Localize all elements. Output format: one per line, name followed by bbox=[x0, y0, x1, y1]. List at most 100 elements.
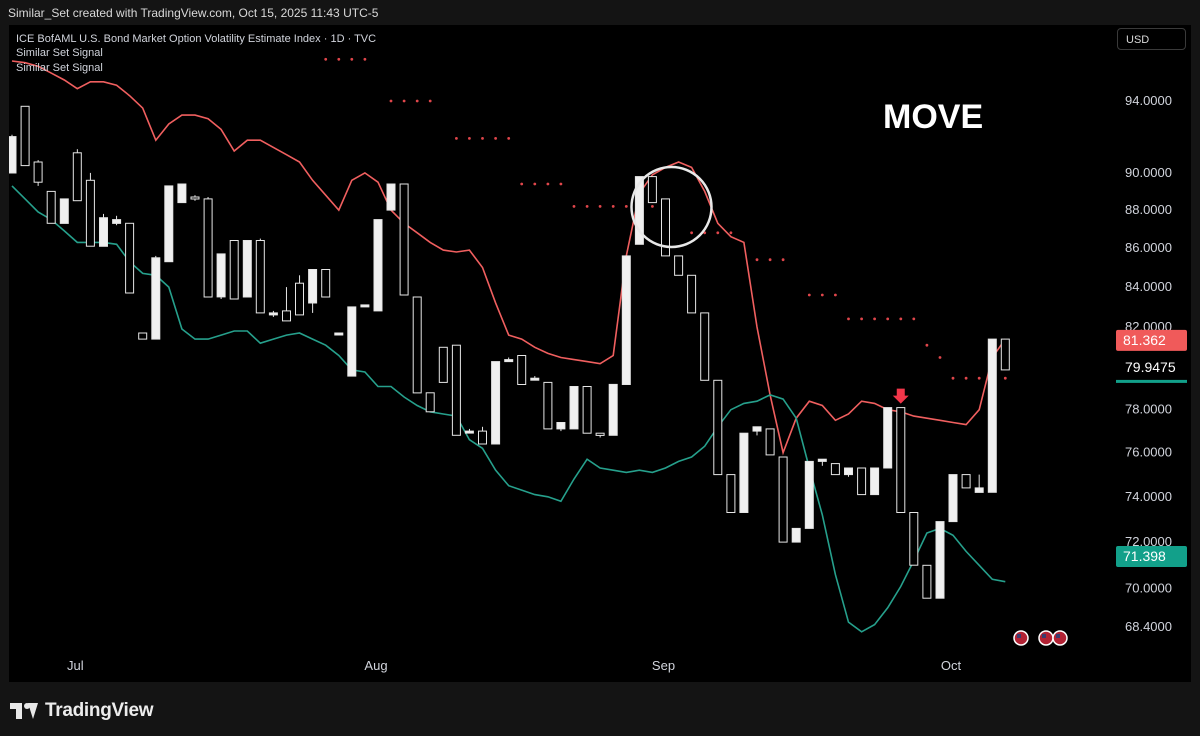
candle-down bbox=[451, 344, 461, 436]
signal-dot bbox=[729, 231, 733, 235]
candle-up bbox=[504, 359, 514, 363]
candle-down bbox=[438, 346, 448, 383]
price-axis-tick: 78.0000 bbox=[1125, 402, 1172, 417]
candle-down bbox=[1000, 338, 1010, 371]
price-axis-tick: 88.0000 bbox=[1125, 202, 1172, 217]
signal-dot bbox=[925, 343, 929, 347]
candle-up bbox=[177, 183, 187, 204]
price-axis-tick: 94.0000 bbox=[1125, 93, 1172, 108]
candle-up bbox=[844, 467, 853, 476]
signal-dot bbox=[834, 293, 837, 297]
candle-up bbox=[870, 467, 880, 496]
candle-up bbox=[268, 312, 278, 316]
candle-down bbox=[765, 428, 775, 456]
candle-down bbox=[425, 392, 435, 413]
down-arrow-marker bbox=[892, 388, 909, 404]
candle-down bbox=[647, 176, 657, 204]
signal-dot bbox=[520, 182, 524, 186]
us-flag-canton bbox=[1056, 634, 1060, 638]
candle-up bbox=[791, 527, 801, 543]
price-badge-label: 81.362 bbox=[1123, 332, 1166, 348]
candle-up bbox=[373, 219, 383, 312]
price-axis-tick: 68.4000 bbox=[1125, 619, 1172, 634]
candle-up bbox=[59, 198, 69, 224]
price-label-underline bbox=[1116, 379, 1187, 383]
candle-up bbox=[308, 269, 318, 304]
signal-dot bbox=[533, 182, 537, 186]
candle-down bbox=[896, 407, 906, 514]
signal-dot bbox=[468, 137, 471, 140]
signal-dot bbox=[481, 137, 484, 140]
signal-dot bbox=[964, 376, 968, 380]
signal-dot bbox=[389, 99, 393, 103]
candle-down bbox=[857, 467, 867, 496]
price-axis-tick: 84.0000 bbox=[1125, 279, 1172, 294]
candle-down bbox=[909, 512, 919, 566]
candle-up bbox=[347, 306, 357, 377]
highlight-circle bbox=[630, 165, 713, 249]
candle-up bbox=[334, 332, 344, 336]
candle-down bbox=[595, 432, 605, 436]
price-badge-bg bbox=[1116, 546, 1187, 567]
tradingview-wordmark: TradingView bbox=[45, 700, 154, 721]
time-axis-tick: Aug bbox=[364, 658, 387, 673]
us-flag-canton bbox=[1017, 634, 1021, 638]
signal-dot bbox=[455, 137, 458, 140]
legend-indicator-1[interactable]: Similar Set Signal bbox=[16, 47, 103, 59]
signal-dot bbox=[507, 137, 511, 140]
candle-up bbox=[569, 386, 579, 430]
candle-up bbox=[739, 432, 749, 514]
candle-up bbox=[216, 253, 226, 298]
chart-panel[interactable]: ICE BofAML U.S. Bond Market Option Volat… bbox=[9, 25, 1191, 682]
signal-dot bbox=[415, 99, 419, 103]
candle-up bbox=[634, 176, 644, 245]
signal-dot bbox=[820, 293, 824, 297]
price-axis-tick: 70.0000 bbox=[1125, 581, 1172, 596]
candle-down bbox=[922, 564, 932, 599]
signal-dot bbox=[755, 258, 759, 262]
signal-dot bbox=[768, 258, 772, 262]
signal-dot bbox=[324, 57, 328, 61]
signal-dot bbox=[559, 182, 563, 186]
candle-up bbox=[112, 219, 122, 224]
candle-up bbox=[804, 460, 814, 529]
signal-dot bbox=[938, 356, 942, 359]
signal-dot bbox=[899, 317, 903, 321]
candle-down bbox=[33, 161, 43, 183]
candle-up bbox=[386, 183, 396, 211]
currency-button[interactable]: USD bbox=[1117, 28, 1186, 50]
signal-dot bbox=[886, 317, 890, 321]
price-chart[interactable]: ICE BofAML U.S. Bond Market Option Volat… bbox=[9, 25, 1191, 682]
candle-down bbox=[295, 282, 304, 316]
candle-up bbox=[817, 458, 827, 462]
candle-down bbox=[674, 255, 684, 276]
candle-down bbox=[85, 179, 95, 247]
signal-dot bbox=[807, 293, 811, 297]
candle-up bbox=[99, 217, 108, 247]
candle-up bbox=[530, 377, 540, 381]
price-axis-tick: 86.0000 bbox=[1125, 240, 1172, 255]
price-badge-bg bbox=[1116, 329, 1187, 351]
price-label-plain: 79.9475 bbox=[1125, 359, 1176, 375]
signal-dot bbox=[912, 317, 916, 321]
signal-dot bbox=[873, 317, 876, 321]
lower-band-line bbox=[11, 185, 1006, 633]
signal-dot bbox=[572, 205, 576, 208]
time-axis-tick: Oct bbox=[941, 658, 962, 673]
candle-down bbox=[700, 312, 710, 381]
price-axis-tick: 72.0000 bbox=[1125, 534, 1172, 549]
legend-indicator-2[interactable]: Similar Set Signal bbox=[16, 62, 103, 74]
tradingview-logo-icon bbox=[10, 702, 39, 720]
candle-up bbox=[491, 361, 501, 445]
tradingview-logo[interactable]: TradingView bbox=[10, 700, 154, 722]
candle-up bbox=[242, 240, 252, 298]
candle-up bbox=[974, 487, 984, 493]
candle-down bbox=[478, 430, 487, 445]
candle-up bbox=[151, 257, 161, 340]
signal-dot bbox=[585, 205, 589, 208]
candle-down bbox=[321, 269, 331, 298]
candle-down bbox=[72, 152, 82, 202]
candle-up bbox=[883, 407, 893, 469]
candle-down bbox=[582, 386, 592, 434]
signal-dot bbox=[428, 99, 432, 103]
